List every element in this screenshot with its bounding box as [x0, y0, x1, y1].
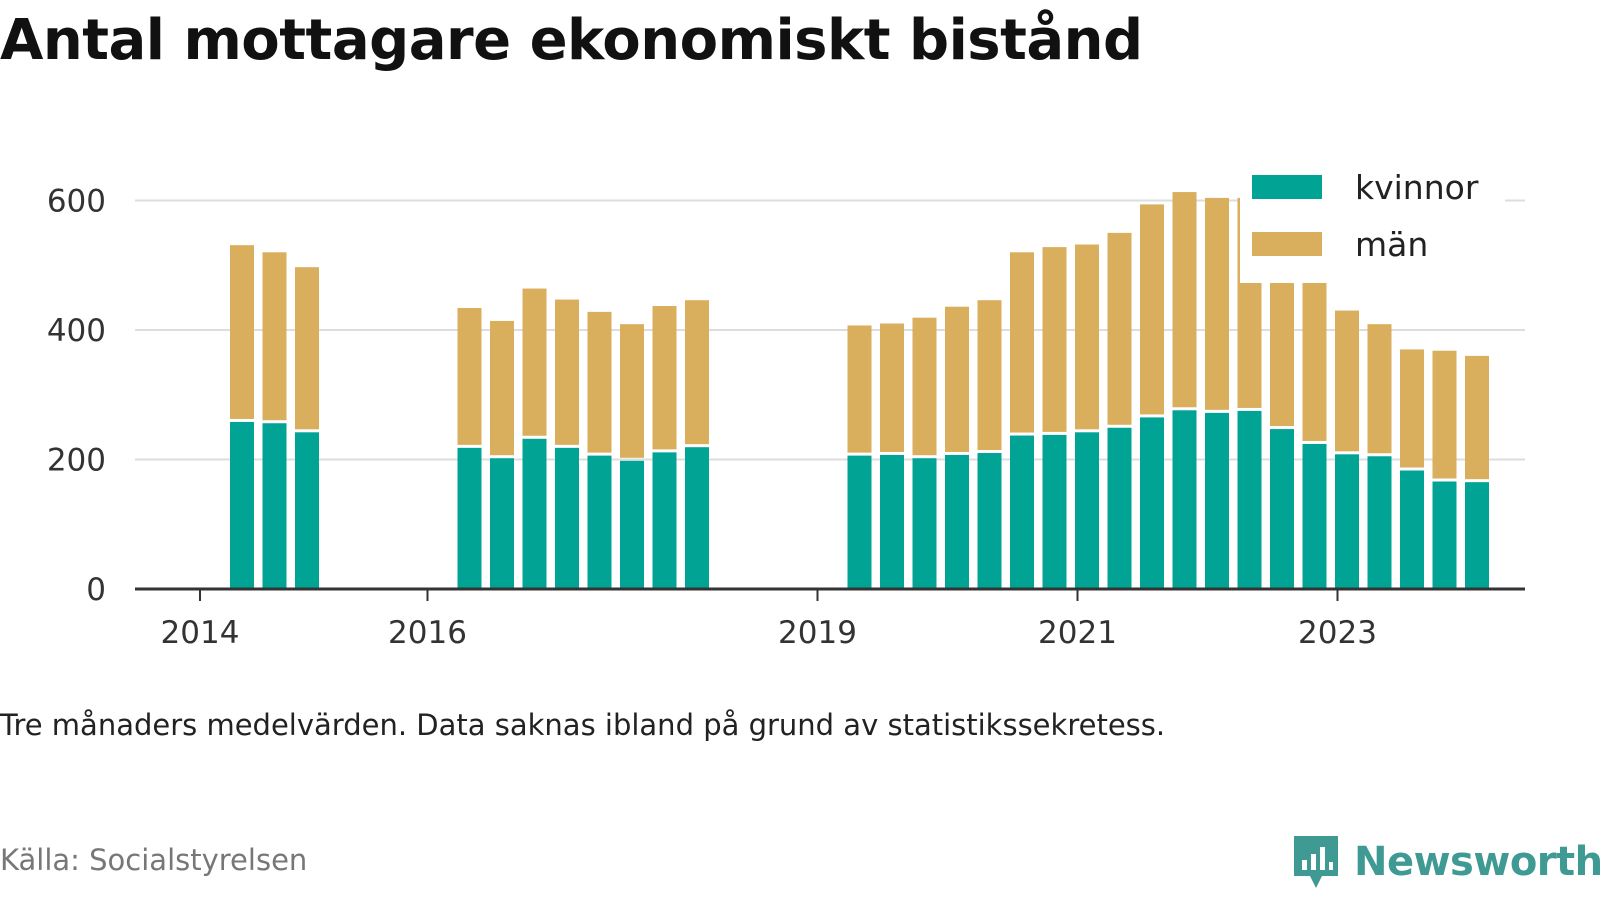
bar-kvinnor-34	[1335, 454, 1359, 589]
bar-man-27	[1107, 232, 1132, 425]
y-tick-label-400: 400	[47, 313, 106, 349]
bar-kvinnor-37	[1432, 481, 1457, 589]
bar-man-21	[912, 317, 937, 456]
x-tick-label-2023: 2023	[1298, 615, 1377, 651]
bar-man-25	[1042, 247, 1067, 432]
bar-kvinnor-31	[1237, 410, 1262, 589]
bar-man-38	[1465, 355, 1489, 480]
bar-man-19	[847, 325, 872, 453]
bar-man-9	[522, 288, 547, 436]
legend-label-1: män	[1355, 225, 1428, 264]
bar-man-35	[1367, 324, 1392, 454]
bar-man-30	[1205, 197, 1229, 410]
bar-kvinnor-23	[977, 453, 1002, 589]
bar-kvinnor-19	[847, 455, 872, 589]
bar-kvinnor-11	[587, 455, 612, 589]
bar-kvinnor-1	[262, 423, 287, 589]
bar-kvinnor-14	[685, 447, 709, 589]
bar-man-29	[1172, 192, 1197, 408]
bar-kvinnor-13	[652, 452, 677, 589]
bars	[230, 192, 1489, 589]
bar-man-24	[1010, 252, 1034, 433]
bar-man-11	[587, 311, 612, 453]
bar-kvinnor-8	[490, 458, 514, 589]
bar-kvinnor-22	[945, 454, 969, 589]
legend-label-0: kvinnor	[1355, 168, 1479, 207]
newsworthy-chart-bubble-icon	[1294, 836, 1338, 888]
bar-man-0	[230, 245, 254, 419]
bar-man-33	[1302, 282, 1327, 441]
bar-man-1	[262, 252, 287, 421]
brand-name: Newsworthy	[1354, 839, 1600, 885]
bar-kvinnor-21	[912, 458, 937, 589]
brand-logo: Newsworthy	[1290, 832, 1600, 892]
x-tick-label-2019: 2019	[778, 615, 857, 651]
chart-title: Antal mottagare ekonomiskt bistånd	[0, 8, 1143, 73]
bar-kvinnor-20	[880, 454, 904, 589]
bar-kvinnor-29	[1172, 410, 1197, 589]
bar-man-12	[620, 324, 644, 458]
bar-man-36	[1400, 349, 1424, 468]
bar-man-34	[1335, 310, 1359, 452]
bar-man-23	[977, 300, 1002, 451]
bar-man-10	[555, 299, 579, 445]
bar-kvinnor-10	[555, 447, 579, 589]
x-tick-label-2016: 2016	[388, 615, 467, 651]
y-tick-label-0: 0	[86, 572, 106, 608]
bar-kvinnor-33	[1302, 443, 1327, 589]
bar-kvinnor-30	[1205, 412, 1229, 589]
bar-man-28	[1140, 204, 1164, 415]
bar-man-22	[945, 306, 969, 452]
bar-kvinnor-38	[1465, 482, 1489, 589]
bar-kvinnor-2	[295, 432, 319, 589]
bar-kvinnor-24	[1010, 435, 1034, 589]
bar-kvinnor-9	[522, 438, 547, 589]
bar-kvinnor-25	[1042, 434, 1067, 589]
bar-kvinnor-28	[1140, 417, 1164, 589]
y-tick-label-200: 200	[47, 443, 106, 479]
bar-kvinnor-27	[1107, 427, 1132, 589]
bar-kvinnor-7	[457, 447, 482, 589]
bar-man-37	[1432, 350, 1457, 479]
bar-man-8	[490, 320, 514, 456]
bar-kvinnor-0	[230, 421, 254, 589]
bar-kvinnor-32	[1270, 429, 1294, 589]
source-label: Källa: Socialstyrelsen	[0, 843, 308, 877]
stacked-bar-chart: 0 200 400 600 2014 2016 2019 2021 2023 kvinnor mä…	[46, 163, 1525, 651]
legend-swatch-0	[1252, 175, 1322, 199]
legend-swatch-1	[1252, 232, 1322, 256]
bar-kvinnor-36	[1400, 470, 1424, 589]
bar-kvinnor-12	[620, 460, 644, 589]
bar-man-20	[880, 323, 904, 452]
bar-man-14	[685, 300, 709, 445]
chart-note: Tre månaders medelvärden. Data saknas ib…	[0, 708, 1166, 742]
bar-man-26	[1075, 244, 1099, 430]
bar-kvinnor-26	[1075, 432, 1099, 589]
axes: 0 200 400 600 2014 2016 2019 2021 2023	[47, 184, 1525, 651]
x-tick-label-2014: 2014	[161, 615, 240, 651]
bar-kvinnor-35	[1367, 456, 1392, 589]
x-tick-label-2021: 2021	[1038, 615, 1117, 651]
bar-man-7	[457, 307, 482, 445]
bar-man-2	[295, 267, 319, 430]
y-tick-label-600: 600	[47, 184, 106, 220]
legend: kvinnor män	[1240, 163, 1505, 283]
bar-man-13	[652, 306, 677, 450]
